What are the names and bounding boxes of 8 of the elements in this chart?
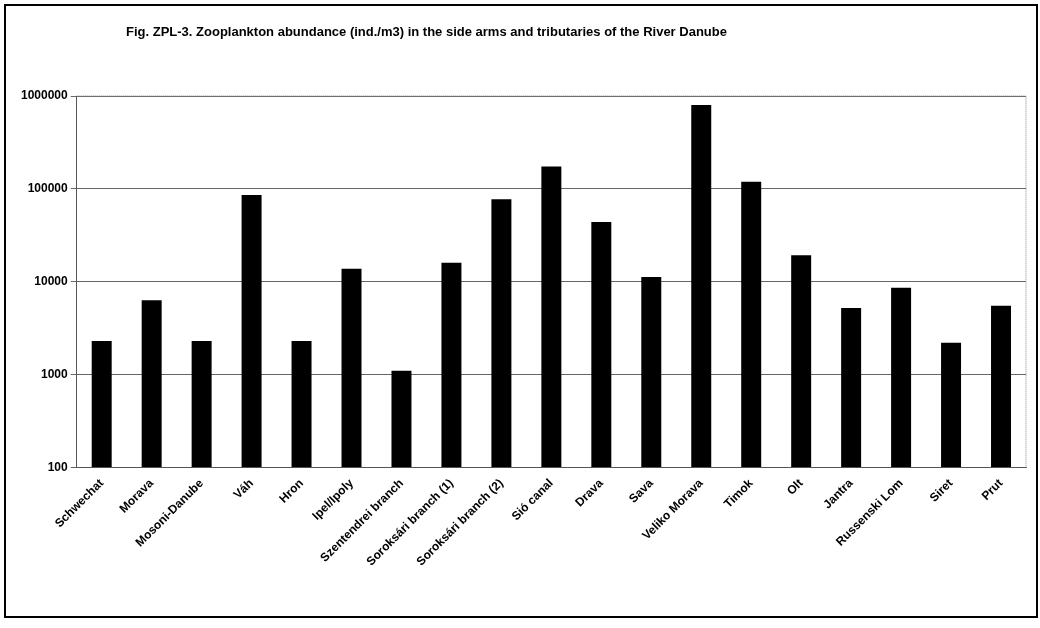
y-tick-label: 1000 [41, 366, 69, 381]
y-tick-label: 100000 [27, 181, 69, 196]
y-tick-label: 100 [47, 459, 69, 474]
x-tick-label: Olt [783, 475, 806, 498]
y-tick-label: 1000000 [21, 88, 69, 103]
x-tick-label: Váh [230, 475, 257, 502]
chart-title: Fig. ZPL-3. Zooplankton abundance (ind./m3) in the side arms and tributaries of the River Danube [126, 24, 727, 39]
y-tick-label: 10000 [34, 273, 69, 288]
